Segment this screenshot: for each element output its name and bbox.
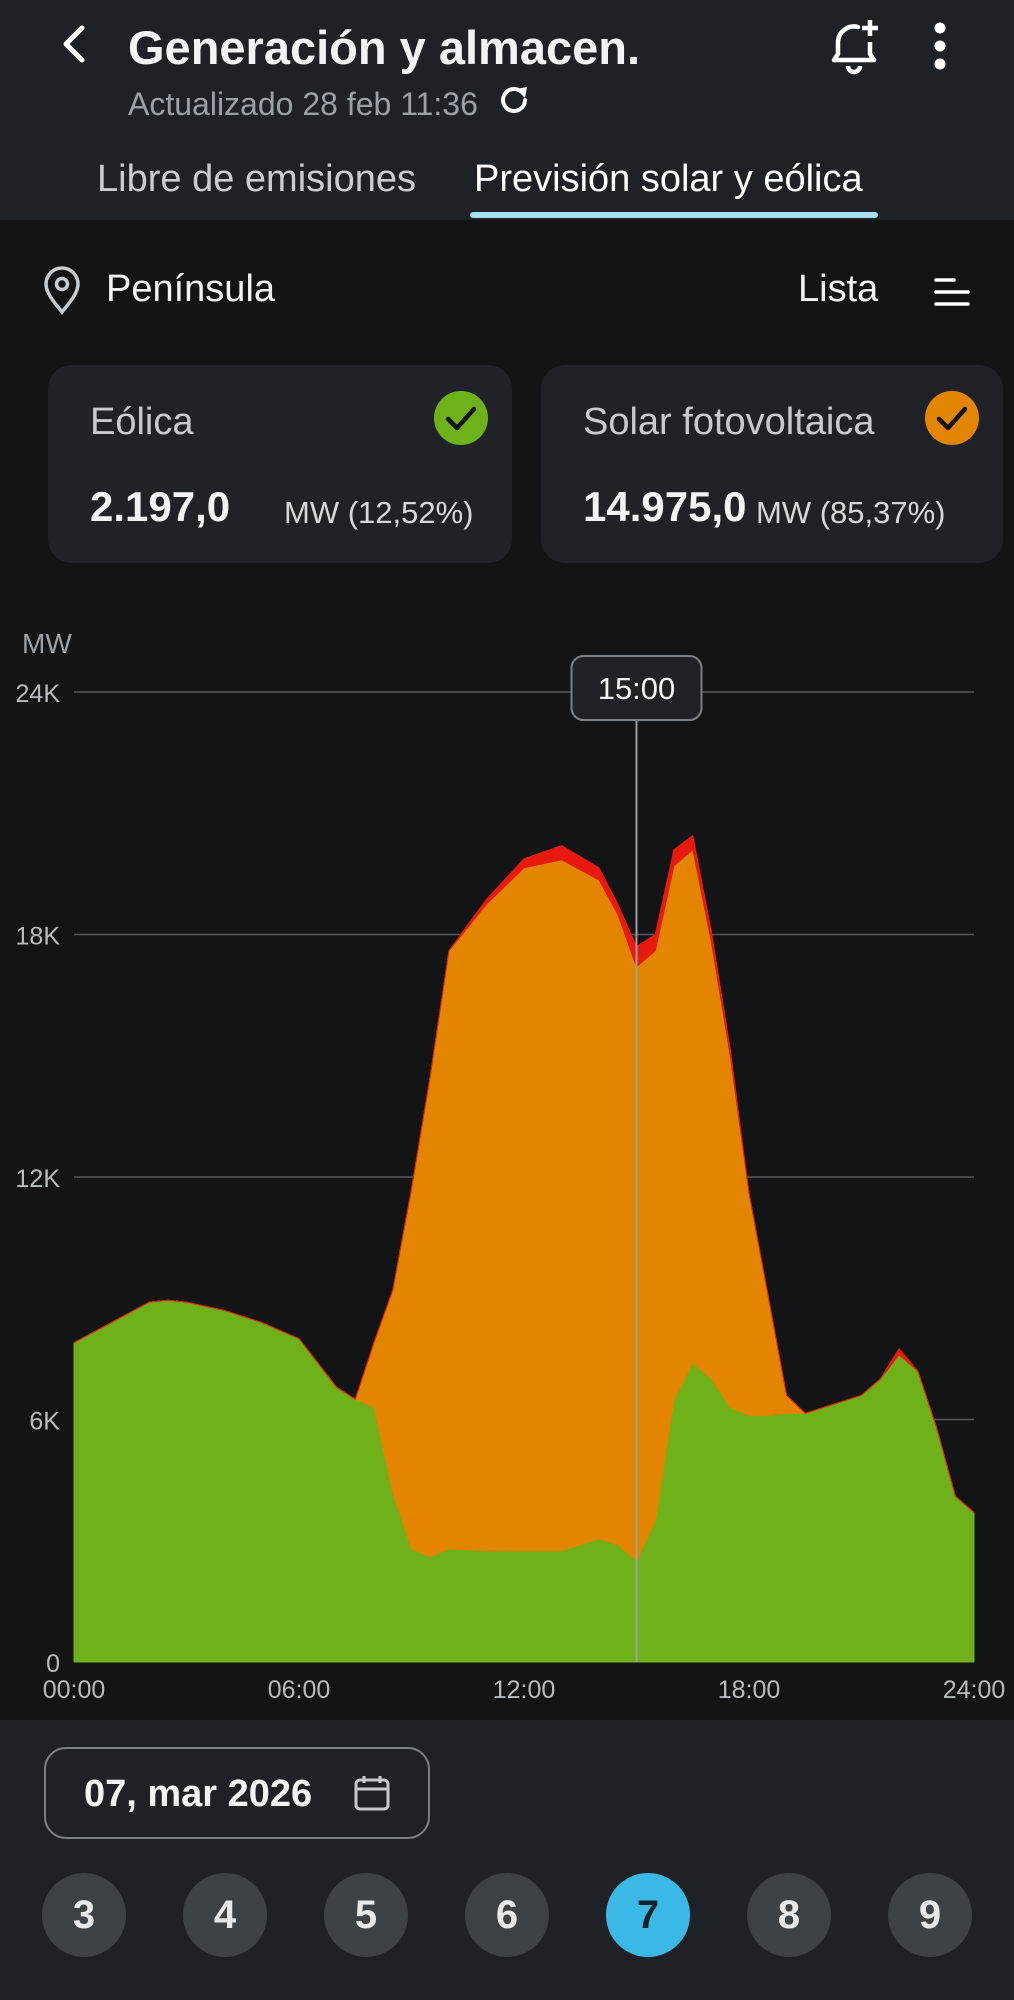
region-label: Península — [106, 268, 276, 310]
x-tick-label: 00:00 — [43, 1676, 106, 1704]
x-tick-label: 24:00 — [943, 1676, 1006, 1704]
tab-prevision-solar-eolica[interactable]: Previsión solar y eólica — [474, 158, 863, 200]
day-button-5[interactable]: 5 — [324, 1873, 408, 1957]
sort-lines-icon — [934, 278, 970, 306]
date-picker-panel: 07, mar 2026 3 4 5 6 7 8 9 — [0, 1720, 1014, 2000]
card-title: Eólica — [90, 401, 194, 443]
sort-button[interactable] — [932, 272, 972, 312]
check-icon[interactable] — [434, 391, 488, 445]
selected-date: 07, mar 2026 — [84, 1773, 313, 1815]
card-unit: MW (85,37%) — [756, 495, 946, 530]
time-tooltip — [570, 655, 703, 721]
day-button-3[interactable]: 3 — [42, 1873, 126, 1957]
y-axis-label: MW — [22, 628, 72, 659]
refresh-icon — [501, 87, 527, 113]
tooltip-text: 15:00 — [598, 671, 676, 706]
location-pin-icon — [44, 266, 80, 315]
card-title: Solar fotovoltaica — [583, 401, 875, 443]
solar-card[interactable]: Solar fotovoltaica 14.975,0 MW (85,37%) — [541, 365, 1003, 563]
y-tick-label: 6K — [29, 1408, 60, 1436]
day-button-4[interactable]: 4 — [183, 1873, 267, 1957]
back-button[interactable] — [52, 18, 108, 74]
card-value: 2.197,0 — [90, 483, 231, 530]
more-options-button[interactable] — [920, 18, 960, 78]
card-unit: MW (12,52%) — [284, 495, 474, 530]
tab-bar: Libre de emisiones Previsión solar y eól… — [0, 150, 1014, 220]
day-button-6[interactable]: 6 — [465, 1873, 549, 1957]
day-button-7-selected[interactable]: 7 — [606, 1873, 690, 1957]
calendar-icon — [354, 1776, 390, 1811]
day-button-8[interactable]: 8 — [747, 1873, 831, 1957]
last-updated-text: Actualizado 28 feb 11:36 — [128, 86, 478, 122]
back-arrow-icon — [63, 25, 85, 63]
x-tick-label: 12:00 — [493, 1676, 556, 1704]
refresh-button[interactable] — [494, 80, 534, 120]
chart-svg: 0 6K 12K 18K 24K 00:00 06:00 12:00 18:00 24:00 M… — [16, 628, 1006, 1704]
date-picker-button[interactable]: 07, mar 2026 — [44, 1747, 430, 1839]
more-vertical-icon — [934, 22, 946, 70]
view-mode-toggle[interactable]: Lista — [798, 268, 879, 310]
x-tick-label: 18:00 — [718, 1676, 781, 1704]
y-tick-label: 12K — [16, 1165, 61, 1193]
y-tick-label: 18K — [16, 923, 61, 951]
card-value: 14.975,0 — [583, 483, 747, 530]
y-tick-label: 0 — [46, 1650, 60, 1678]
check-icon[interactable] — [925, 391, 979, 445]
x-tick-label: 06:00 — [268, 1676, 331, 1704]
y-tick-label: 24K — [16, 680, 61, 708]
bell-plus-icon — [831, 20, 878, 75]
day-button-9[interactable]: 9 — [888, 1873, 972, 1957]
add-alert-button[interactable] — [822, 14, 886, 78]
eolica-card[interactable]: Eólica 2.197,0 MW (12,52%) — [48, 365, 512, 563]
series-area-otras — [73, 835, 975, 1513]
page-title: Generación y almacen. — [128, 21, 641, 74]
active-tab-indicator — [470, 212, 878, 218]
generation-chart[interactable]: 0 6K 12K 18K 24K 00:00 06:00 12:00 18:00 24:00 M… — [0, 610, 1014, 1720]
app-bar: Generación y almacen. Actualizado 28 feb… — [0, 0, 1014, 220]
tab-libre-de-emisiones[interactable]: Libre de emisiones — [97, 158, 416, 200]
